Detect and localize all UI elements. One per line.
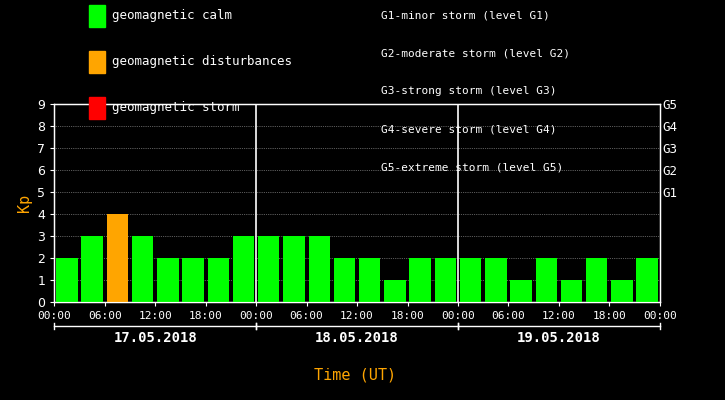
Bar: [334, 258, 355, 302]
Bar: [485, 258, 507, 302]
Bar: [233, 236, 254, 302]
Text: Time (UT): Time (UT): [314, 367, 397, 382]
Bar: [81, 236, 103, 302]
Bar: [207, 258, 229, 302]
Bar: [384, 280, 405, 302]
Bar: [132, 236, 154, 302]
Bar: [637, 258, 658, 302]
Bar: [460, 258, 481, 302]
Text: geomagnetic calm: geomagnetic calm: [112, 10, 233, 22]
Bar: [157, 258, 178, 302]
Bar: [283, 236, 304, 302]
Text: 17.05.2018: 17.05.2018: [113, 330, 197, 344]
Bar: [586, 258, 608, 302]
Text: geomagnetic disturbances: geomagnetic disturbances: [112, 56, 292, 68]
Bar: [183, 258, 204, 302]
Bar: [434, 258, 456, 302]
Bar: [560, 280, 582, 302]
Bar: [258, 236, 280, 302]
Bar: [510, 280, 531, 302]
Text: 19.05.2018: 19.05.2018: [517, 330, 601, 344]
Y-axis label: Kp: Kp: [17, 194, 32, 212]
Bar: [107, 214, 128, 302]
Text: G1-minor storm (level G1): G1-minor storm (level G1): [381, 10, 550, 20]
Text: 18.05.2018: 18.05.2018: [315, 330, 399, 344]
Bar: [309, 236, 330, 302]
Text: G4-severe storm (level G4): G4-severe storm (level G4): [381, 124, 556, 134]
Bar: [359, 258, 381, 302]
Bar: [57, 258, 78, 302]
Bar: [536, 258, 557, 302]
Bar: [611, 280, 633, 302]
Text: G5-extreme storm (level G5): G5-extreme storm (level G5): [381, 162, 563, 172]
Bar: [410, 258, 431, 302]
Text: geomagnetic storm: geomagnetic storm: [112, 102, 240, 114]
Text: G3-strong storm (level G3): G3-strong storm (level G3): [381, 86, 556, 96]
Text: G2-moderate storm (level G2): G2-moderate storm (level G2): [381, 48, 570, 58]
